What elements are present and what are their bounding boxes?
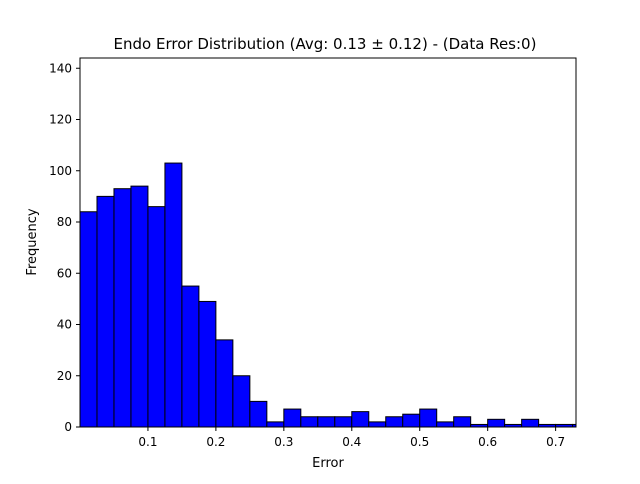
histogram-bar — [334, 416, 353, 428]
x-tick-label: 0.2 — [206, 435, 225, 449]
x-axis-ticks: 0.1 0.2 0.3 0.4 0.5 0.6 0.7 — [138, 427, 565, 449]
histogram-bar — [436, 421, 455, 428]
histogram-bar — [79, 211, 98, 428]
x-tick-label: 0.5 — [410, 435, 429, 449]
histogram-bar — [283, 408, 302, 428]
y-tick-label: 100 — [49, 164, 72, 178]
histogram-bar — [419, 408, 438, 428]
histogram-bar — [487, 418, 506, 428]
histogram-bar — [385, 416, 404, 428]
y-tick-label: 120 — [49, 113, 72, 127]
chart-title: Endo Error Distribution (Avg: 0.13 ± 0.1… — [114, 35, 537, 53]
plot-frame — [79, 57, 577, 428]
histogram-bar — [368, 421, 387, 428]
x-tick-label: 0.7 — [546, 435, 565, 449]
x-tick-label: 0.3 — [274, 435, 293, 449]
y-tick-label: 140 — [49, 61, 72, 75]
histogram-bar — [147, 206, 166, 428]
histogram-bar — [266, 421, 285, 428]
x-tick-label: 0.4 — [342, 435, 361, 449]
x-axis-label: Error — [312, 456, 344, 471]
histogram-bar — [351, 411, 370, 428]
histogram-bar — [521, 418, 540, 428]
x-tick-label: 0.1 — [138, 435, 157, 449]
y-axis-label: Frequency — [25, 208, 40, 275]
histogram-bar — [130, 185, 149, 428]
histogram-bar — [164, 162, 183, 428]
y-tick-label: 40 — [57, 318, 72, 332]
histogram-bar — [317, 416, 336, 428]
histogram-bar — [181, 285, 200, 428]
x-tick-label: 0.6 — [478, 435, 497, 449]
y-tick-label: 60 — [57, 266, 72, 280]
histogram-bar — [215, 339, 234, 428]
histogram-bar — [402, 413, 421, 428]
histogram-bar — [198, 300, 217, 428]
histogram-bar — [113, 188, 132, 428]
bars-group — [79, 162, 577, 428]
y-tick-label: 80 — [57, 215, 72, 229]
histogram-bar — [232, 375, 251, 428]
y-tick-label: 20 — [57, 369, 72, 383]
histogram-bar — [453, 416, 472, 428]
y-tick-label: 0 — [64, 420, 72, 434]
histogram-bar — [300, 416, 319, 428]
histogram-bar — [249, 400, 268, 428]
y-axis-ticks: 0 20 40 60 80 100 120 140 — [49, 61, 80, 434]
histogram-bar — [96, 195, 115, 428]
